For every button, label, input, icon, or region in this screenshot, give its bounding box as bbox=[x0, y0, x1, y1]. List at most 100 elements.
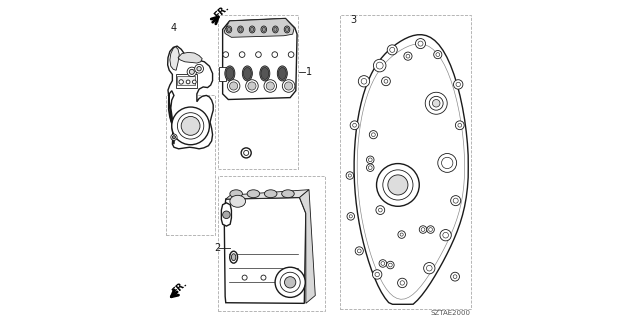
Circle shape bbox=[361, 78, 367, 84]
Circle shape bbox=[400, 281, 404, 285]
Circle shape bbox=[272, 52, 278, 57]
Circle shape bbox=[357, 249, 361, 253]
Circle shape bbox=[429, 96, 443, 110]
Circle shape bbox=[451, 272, 460, 281]
Circle shape bbox=[369, 131, 378, 139]
Circle shape bbox=[419, 226, 427, 233]
Circle shape bbox=[239, 52, 245, 57]
Circle shape bbox=[421, 228, 425, 231]
Circle shape bbox=[433, 100, 440, 107]
Ellipse shape bbox=[230, 195, 246, 207]
Ellipse shape bbox=[261, 26, 267, 33]
Circle shape bbox=[189, 69, 195, 74]
Circle shape bbox=[367, 156, 374, 164]
Polygon shape bbox=[224, 19, 294, 37]
Circle shape bbox=[181, 116, 200, 135]
Circle shape bbox=[282, 80, 295, 92]
Circle shape bbox=[383, 170, 413, 200]
Bar bbox=[220, 67, 226, 81]
Circle shape bbox=[179, 80, 184, 84]
Circle shape bbox=[454, 80, 463, 89]
Circle shape bbox=[388, 263, 392, 267]
Circle shape bbox=[384, 79, 388, 83]
Circle shape bbox=[406, 54, 410, 58]
Ellipse shape bbox=[226, 26, 232, 33]
Polygon shape bbox=[221, 203, 232, 226]
Circle shape bbox=[177, 113, 204, 139]
Circle shape bbox=[379, 260, 387, 267]
Circle shape bbox=[434, 51, 442, 59]
Circle shape bbox=[266, 82, 275, 90]
Text: SZTAE2000: SZTAE2000 bbox=[431, 310, 471, 316]
Circle shape bbox=[388, 175, 408, 195]
Ellipse shape bbox=[273, 26, 278, 33]
Circle shape bbox=[193, 80, 196, 84]
Ellipse shape bbox=[282, 190, 294, 198]
Circle shape bbox=[358, 76, 370, 87]
Circle shape bbox=[415, 39, 426, 49]
Ellipse shape bbox=[247, 190, 260, 198]
Circle shape bbox=[387, 45, 397, 55]
Circle shape bbox=[418, 41, 423, 46]
Bar bbox=[177, 76, 195, 85]
Circle shape bbox=[376, 62, 383, 69]
Circle shape bbox=[369, 166, 372, 170]
Polygon shape bbox=[170, 47, 179, 70]
Circle shape bbox=[372, 270, 382, 279]
Circle shape bbox=[349, 215, 353, 218]
Ellipse shape bbox=[225, 66, 235, 81]
Circle shape bbox=[387, 261, 394, 269]
Polygon shape bbox=[224, 197, 306, 303]
Ellipse shape bbox=[261, 68, 269, 79]
Circle shape bbox=[442, 157, 453, 169]
Circle shape bbox=[255, 52, 261, 57]
Circle shape bbox=[171, 134, 177, 140]
Circle shape bbox=[453, 198, 458, 203]
Circle shape bbox=[373, 59, 386, 72]
Circle shape bbox=[458, 124, 461, 127]
Circle shape bbox=[425, 92, 447, 114]
Ellipse shape bbox=[227, 28, 230, 31]
Circle shape bbox=[261, 275, 266, 280]
Circle shape bbox=[187, 67, 196, 76]
Ellipse shape bbox=[284, 26, 290, 33]
Circle shape bbox=[246, 80, 258, 92]
Circle shape bbox=[346, 172, 354, 179]
Circle shape bbox=[172, 107, 209, 145]
Text: FR.: FR. bbox=[212, 3, 230, 21]
Bar bbox=[218, 15, 298, 169]
Circle shape bbox=[390, 47, 395, 52]
Circle shape bbox=[223, 211, 230, 219]
Text: FR.: FR. bbox=[170, 278, 188, 296]
Circle shape bbox=[443, 232, 449, 238]
Ellipse shape bbox=[278, 68, 286, 79]
Circle shape bbox=[378, 208, 382, 212]
Circle shape bbox=[275, 267, 305, 297]
Circle shape bbox=[453, 275, 457, 278]
Circle shape bbox=[398, 231, 405, 238]
Circle shape bbox=[242, 275, 247, 280]
Circle shape bbox=[280, 272, 300, 292]
Ellipse shape bbox=[274, 28, 277, 31]
Circle shape bbox=[381, 261, 385, 265]
Circle shape bbox=[376, 206, 385, 214]
Circle shape bbox=[244, 150, 249, 156]
Circle shape bbox=[456, 121, 464, 130]
Circle shape bbox=[424, 262, 435, 274]
Circle shape bbox=[264, 80, 276, 92]
Circle shape bbox=[241, 148, 252, 158]
Ellipse shape bbox=[260, 66, 270, 81]
Ellipse shape bbox=[226, 68, 234, 79]
Circle shape bbox=[451, 196, 461, 206]
Circle shape bbox=[404, 52, 412, 60]
Ellipse shape bbox=[239, 28, 242, 31]
Circle shape bbox=[440, 229, 451, 241]
Circle shape bbox=[376, 164, 419, 206]
Ellipse shape bbox=[277, 66, 287, 81]
Circle shape bbox=[348, 174, 351, 177]
Circle shape bbox=[248, 82, 256, 90]
Bar bbox=[175, 74, 197, 88]
Text: 2: 2 bbox=[214, 243, 221, 253]
Ellipse shape bbox=[232, 254, 236, 260]
Circle shape bbox=[223, 52, 228, 57]
